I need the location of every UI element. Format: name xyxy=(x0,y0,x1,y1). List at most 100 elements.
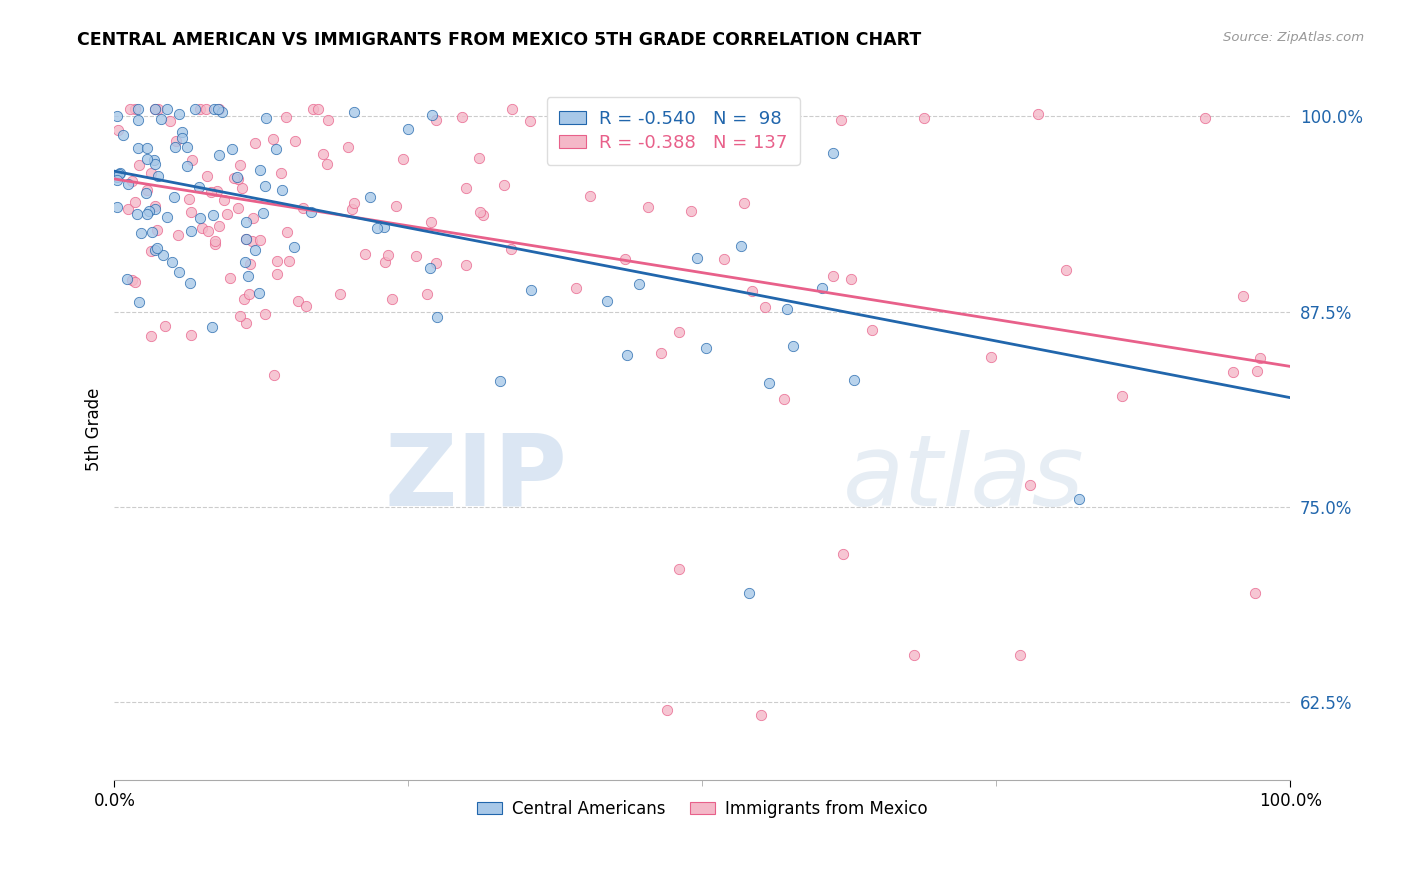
Point xyxy=(903,648,925,663)
Point xyxy=(1111,389,1133,403)
Point xyxy=(499,242,522,256)
Point xyxy=(373,220,395,235)
Point xyxy=(366,220,388,235)
Point xyxy=(1026,106,1049,120)
Point xyxy=(167,265,190,279)
Point xyxy=(730,239,752,253)
Point xyxy=(425,256,447,270)
Point xyxy=(127,207,149,221)
Point xyxy=(501,102,523,116)
Point xyxy=(146,241,169,255)
Point xyxy=(127,113,149,128)
Point xyxy=(170,124,193,138)
Point xyxy=(377,248,399,262)
Point xyxy=(146,102,169,116)
Point xyxy=(238,286,260,301)
Legend: Central Americans, Immigrants from Mexico: Central Americans, Immigrants from Mexic… xyxy=(470,793,935,825)
Point xyxy=(616,348,638,362)
Point xyxy=(202,102,225,116)
Point xyxy=(336,139,359,153)
Point xyxy=(204,234,226,248)
Y-axis label: 5th Grade: 5th Grade xyxy=(86,387,103,471)
Point xyxy=(135,207,157,221)
Point xyxy=(143,156,166,170)
Point xyxy=(128,158,150,172)
Point xyxy=(156,102,179,116)
Point xyxy=(143,102,166,116)
Point xyxy=(270,166,292,180)
Point xyxy=(143,243,166,257)
Point xyxy=(243,136,266,150)
Point xyxy=(666,116,689,130)
Point xyxy=(425,112,447,127)
Point xyxy=(124,194,146,209)
Point xyxy=(454,181,477,195)
Point xyxy=(284,134,307,148)
Point xyxy=(420,108,443,122)
Point xyxy=(188,211,211,226)
Point xyxy=(195,169,218,183)
Point xyxy=(204,237,226,252)
Point xyxy=(776,301,799,316)
Point xyxy=(277,254,299,268)
Point xyxy=(214,194,236,208)
Point xyxy=(167,227,190,242)
Point xyxy=(262,132,284,146)
Point xyxy=(354,247,377,261)
Point xyxy=(235,232,257,246)
Point xyxy=(274,110,297,124)
Point xyxy=(295,299,318,313)
Point xyxy=(117,271,139,285)
Point xyxy=(299,205,322,219)
Point xyxy=(637,200,659,214)
Point xyxy=(208,102,231,116)
Point xyxy=(195,102,218,116)
Point xyxy=(302,102,325,116)
Point xyxy=(176,140,198,154)
Point xyxy=(416,287,439,301)
Point xyxy=(153,319,176,334)
Text: atlas: atlas xyxy=(844,430,1085,526)
Point xyxy=(236,269,259,284)
Point xyxy=(247,286,270,301)
Point xyxy=(141,226,163,240)
Point xyxy=(253,307,276,321)
Point xyxy=(118,102,141,116)
Text: Source: ZipAtlas.com: Source: ZipAtlas.com xyxy=(1223,31,1364,45)
Point xyxy=(179,192,201,206)
Point xyxy=(142,153,165,168)
Point xyxy=(343,195,366,210)
Point xyxy=(252,206,274,220)
Point xyxy=(221,142,243,156)
Point xyxy=(1232,288,1254,302)
Point xyxy=(823,268,845,283)
Point xyxy=(343,104,366,119)
Point xyxy=(143,102,166,116)
Point xyxy=(179,276,201,290)
Point xyxy=(136,183,159,197)
Point xyxy=(143,199,166,213)
Point xyxy=(359,190,381,204)
Point xyxy=(184,102,207,116)
Point xyxy=(381,292,404,306)
Point xyxy=(242,234,264,248)
Point xyxy=(233,254,256,268)
Point xyxy=(1194,112,1216,126)
Point xyxy=(520,283,543,297)
Point xyxy=(733,196,755,211)
Point xyxy=(519,114,541,128)
Point xyxy=(1246,364,1268,378)
Point xyxy=(180,327,202,342)
Point xyxy=(243,243,266,257)
Point xyxy=(1249,351,1271,365)
Point xyxy=(208,219,231,234)
Point xyxy=(129,226,152,240)
Point xyxy=(180,224,202,238)
Point xyxy=(738,586,761,600)
Point xyxy=(596,293,619,308)
Point xyxy=(139,244,162,258)
Point xyxy=(839,272,862,286)
Point xyxy=(170,131,193,145)
Point xyxy=(253,179,276,194)
Text: ZIP: ZIP xyxy=(384,430,567,526)
